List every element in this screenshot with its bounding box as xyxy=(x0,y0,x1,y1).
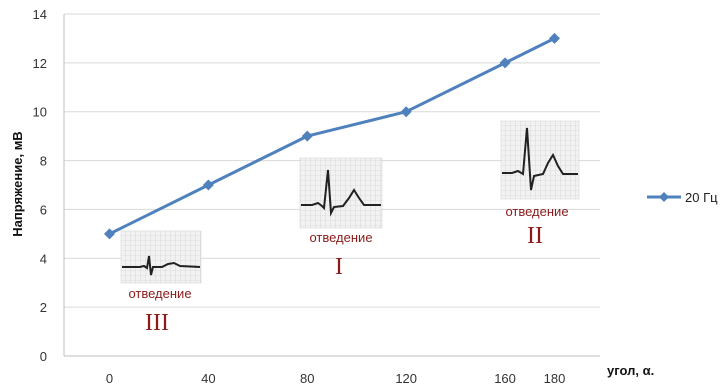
y-tick-label: 14 xyxy=(33,7,47,22)
lead-ii-numeral: II xyxy=(527,223,543,249)
data-point xyxy=(499,57,511,69)
data-point xyxy=(202,179,214,191)
y-tick-label: 0 xyxy=(40,349,47,364)
legend: 20 Гц xyxy=(647,190,718,205)
legend-label-20hz: 20 Гц xyxy=(685,190,718,205)
data-point xyxy=(549,32,560,44)
x-tick-label: 120 xyxy=(395,371,417,386)
lead-i-numeral: I xyxy=(335,254,343,280)
x-tick-label: 40 xyxy=(201,371,215,386)
data-point xyxy=(104,228,115,240)
series-line-20hz xyxy=(108,37,556,236)
y-tick-label: 8 xyxy=(40,154,47,169)
series-20hz xyxy=(104,32,560,240)
lead-ii-label: отведение xyxy=(505,204,568,219)
data-point xyxy=(400,106,412,118)
ecg-lead-iii-image xyxy=(120,230,202,284)
legend-marker-20hz xyxy=(659,192,669,202)
data-point xyxy=(301,130,313,142)
x-tick-labels: 0 40 80 120 160 180 xyxy=(106,371,565,386)
x-tick-label: 160 xyxy=(494,371,516,386)
y-tick-label: 10 xyxy=(33,105,47,120)
x-tick-label: 80 xyxy=(300,371,314,386)
axes xyxy=(63,14,600,357)
ecg-lead-i-image xyxy=(299,157,383,229)
lead-i-label: отведение xyxy=(309,230,372,245)
x-axis-title: угол, α. xyxy=(607,363,654,378)
y-tick-label: 2 xyxy=(40,300,47,315)
y-tick-label: 4 xyxy=(40,251,47,266)
x-tick-label: 0 xyxy=(106,371,113,386)
ecg-lead-ii-image xyxy=(500,120,580,200)
y-tick-label: 6 xyxy=(40,202,47,217)
y-tick-label: 12 xyxy=(33,56,47,71)
lead-iii-numeral: III xyxy=(145,310,169,336)
y-axis-title: Напряжение, мВ xyxy=(10,131,25,236)
y-tick-labels: 0 2 4 6 8 10 12 14 xyxy=(33,7,47,364)
x-tick-label: 180 xyxy=(544,371,566,386)
lead-iii-label: отведение xyxy=(128,286,191,301)
